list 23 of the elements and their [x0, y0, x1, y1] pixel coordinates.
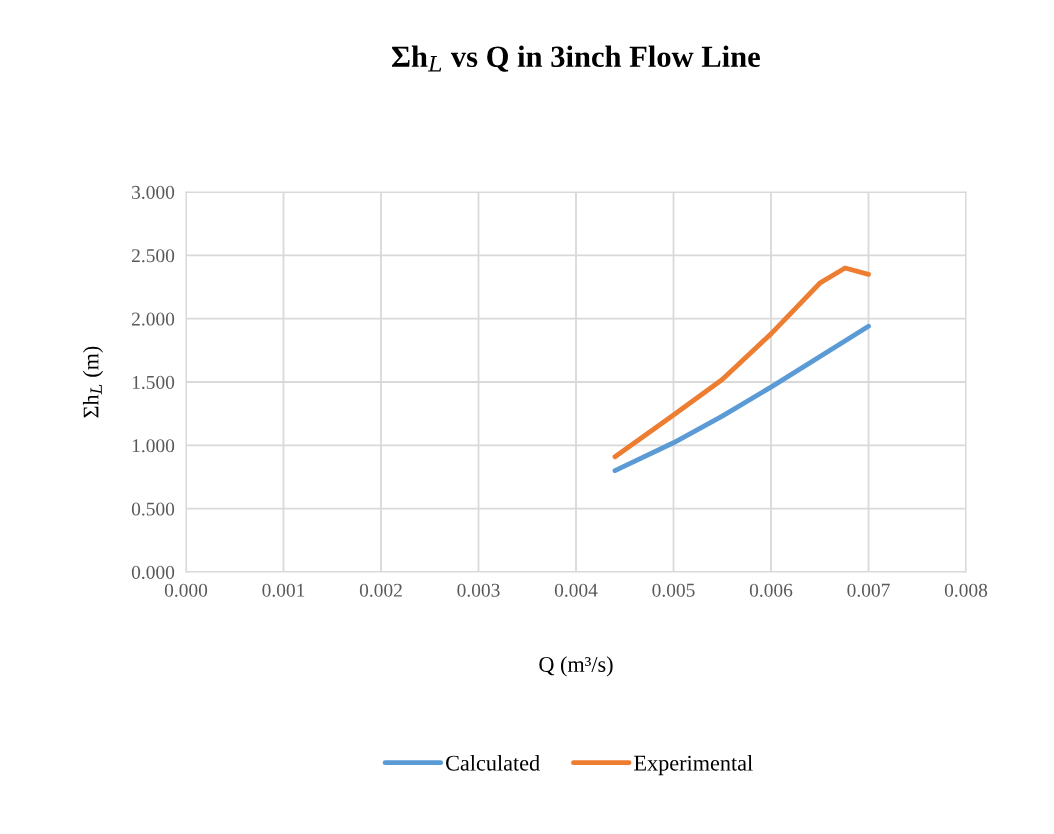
- line-series: [612, 323, 871, 474]
- y-tick-label: 2.500: [131, 249, 175, 263]
- y-axis-title: Σh$_{L}$ (m): [82, 346, 104, 418]
- y-tick-label: 2.000: [131, 312, 175, 326]
- x-tick-label: 0.002: [359, 583, 402, 597]
- x-tick-label: 0.006: [749, 583, 793, 597]
- y-tick-label: 0.500: [131, 502, 175, 516]
- x-tick-label: 0.005: [652, 583, 695, 597]
- legend-label: Calculated: [446, 754, 540, 771]
- x-tick-label: 0.001: [262, 583, 305, 597]
- x-axis-title: Q (m³/s): [539, 656, 613, 677]
- chart-title: Σh$_{L}$ vs Q in 3inch Flow Line: [391, 45, 760, 72]
- x-tick-label: 0.004: [554, 583, 598, 597]
- x-tick-label: 0.003: [457, 583, 500, 597]
- y-tick-label: 1.000: [132, 439, 175, 453]
- y-tick-label: 0.000: [131, 565, 175, 580]
- x-tick-label: 0.000: [164, 583, 208, 597]
- y-tick-label: 3.000: [132, 185, 175, 200]
- x-tick-label: 0.007: [847, 583, 890, 597]
- legend-label: Experimental: [634, 754, 753, 776]
- y-tick-label: 1.500: [132, 375, 175, 390]
- x-tick-label: 0.008: [944, 583, 988, 597]
- line-series: [612, 265, 871, 460]
